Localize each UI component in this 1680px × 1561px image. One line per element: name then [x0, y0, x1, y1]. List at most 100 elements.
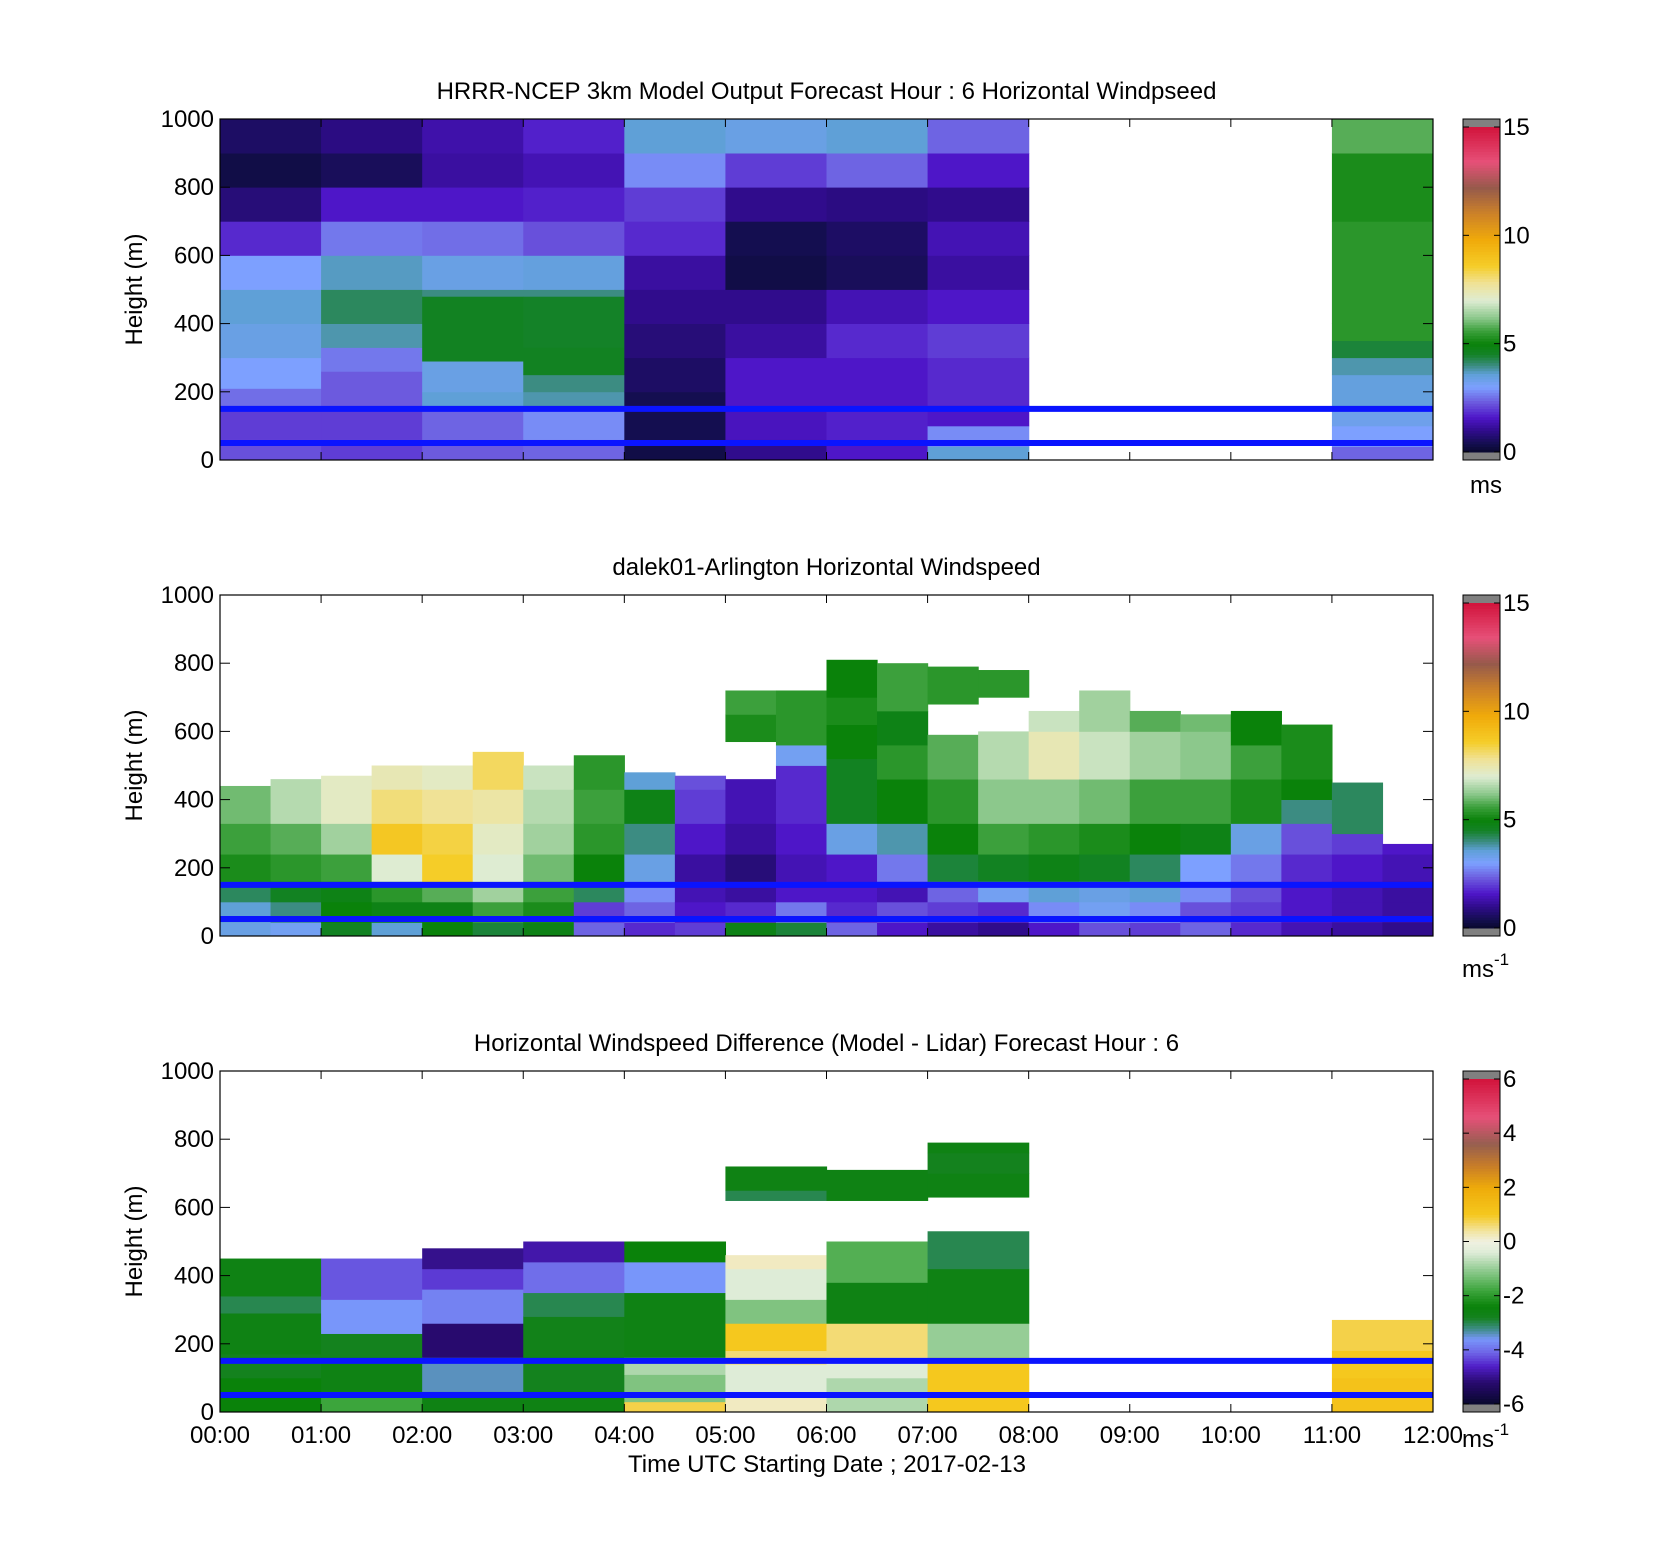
heatmap-cell: [523, 408, 625, 440]
colorbar-swatch: [1463, 378, 1500, 383]
heatmap-cell: [1331, 782, 1384, 835]
colorbar-swatch: [1463, 210, 1500, 215]
x-tick-label: 01:00: [291, 1422, 351, 1449]
colorbar-swatch: [1463, 257, 1500, 261]
colorbar-unit: ms: [1470, 472, 1502, 499]
heatmap-cell: [1180, 854, 1232, 882]
y-tick-label: 1000: [161, 106, 214, 133]
heatmap-cell: [826, 854, 878, 882]
colorbar-swatch: [1463, 1173, 1500, 1177]
colorbar-tick-label: 0: [1503, 439, 1516, 466]
colorbar-swatch: [1463, 773, 1500, 777]
colorbar-swatch: [1463, 1219, 1500, 1224]
heatmap-cell: [1129, 854, 1181, 882]
colorbar-swatch: [1463, 167, 1500, 171]
colorbar-swatch: [1463, 1081, 1500, 1085]
heatmap-cell: [220, 922, 272, 936]
y-tick-label: 800: [174, 650, 214, 677]
heatmap-cell: [725, 357, 828, 410]
heatmap-cell: [927, 1357, 1030, 1412]
colorbar-swatch: [1463, 844, 1500, 848]
colorbar-cap: [1463, 452, 1500, 460]
heatmap-cell: [826, 1323, 929, 1358]
heatmap-cell: [877, 745, 929, 780]
heatmap-cell: [220, 1296, 322, 1314]
colorbar-swatch: [1463, 635, 1500, 639]
heatmap-cell: [321, 775, 373, 824]
y-tick-label: 800: [174, 1126, 214, 1153]
heatmap-cell: [624, 187, 727, 222]
y-tick-label: 600: [174, 1194, 214, 1221]
heatmap-cell: [1382, 922, 1433, 936]
heatmap-cell: [1079, 690, 1131, 732]
heatmap-cell: [1028, 922, 1080, 936]
colorbar-swatch: [1463, 1303, 1500, 1307]
colorbar-tick-label: 5: [1503, 331, 1516, 358]
colorbar-frame: [1462, 594, 1501, 937]
colorbar-swatch: [1463, 216, 1500, 220]
heatmap-cell: [1331, 323, 1433, 342]
heatmap-cell: [422, 255, 524, 290]
colorbar-swatch: [1463, 1355, 1500, 1359]
colorbar-swatch: [1463, 733, 1500, 737]
heatmap-cell: [624, 221, 727, 256]
colorbar-swatch: [1463, 1079, 1500, 1083]
colorbar-swatch: [1463, 651, 1500, 655]
colorbar-swatch: [1463, 311, 1500, 315]
y-axis-label: Height (m): [121, 709, 148, 821]
colorbar-swatch: [1463, 624, 1500, 628]
colorbar-swatch: [1463, 194, 1500, 198]
colorbar-swatch: [1463, 1144, 1500, 1148]
colorbar-swatch: [1463, 695, 1500, 699]
y-tick-label: 200: [174, 379, 214, 406]
heatmap-cell: [725, 323, 828, 359]
colorbar-swatch: [1463, 422, 1500, 426]
colorbar-swatch: [1463, 213, 1500, 217]
colorbar-swatch: [1463, 408, 1500, 412]
heatmap-cell: [1331, 1319, 1433, 1352]
colorbar-unit-exponent: -1: [1494, 1420, 1509, 1439]
colorbar-swatch: [1463, 338, 1500, 342]
colorbar-swatch: [1463, 852, 1500, 856]
heatmap-cell: [775, 690, 828, 746]
colorbar-cap: [1463, 595, 1500, 603]
heatmap-cell: [573, 922, 625, 936]
colorbar-swatch: [1463, 724, 1500, 729]
colorbar-swatch: [1463, 294, 1500, 299]
panel-title: dalek01-Arlington Horizontal Windspeed: [612, 554, 1040, 581]
heatmap-cell: [927, 1152, 1030, 1174]
heatmap-cell: [725, 1166, 828, 1191]
colorbar-swatch: [1463, 221, 1500, 225]
heatmap-cell: [1331, 340, 1433, 359]
heatmap-cell: [1180, 922, 1232, 936]
heatmap-cell: [1230, 710, 1282, 746]
heatmap-cell: [624, 119, 727, 154]
colorbar-swatch: [1463, 1141, 1500, 1145]
colorbar-swatch: [1463, 814, 1500, 818]
colorbar-swatch: [1463, 354, 1500, 358]
y-tick-label: 600: [174, 242, 214, 269]
colorbar-swatch: [1463, 716, 1500, 720]
colorbar-swatch: [1463, 705, 1500, 710]
heatmap-cell: [927, 1268, 1030, 1324]
heatmap-cell: [422, 765, 474, 790]
colorbar-swatch: [1463, 1125, 1500, 1129]
heatmap-cell: [422, 296, 524, 362]
colorbar-swatch: [1463, 1387, 1500, 1391]
colorbar-swatch: [1463, 240, 1500, 244]
colorbar-swatch: [1463, 1252, 1500, 1256]
heatmap-cell: [422, 119, 524, 154]
colorbar-swatch: [1463, 1165, 1500, 1169]
heatmap-cell: [321, 854, 373, 882]
heatmap-cell: [371, 789, 423, 824]
heatmap: [220, 659, 1433, 936]
colorbar-swatch: [1463, 665, 1500, 669]
colorbar-swatch: [1463, 1149, 1500, 1153]
colorbar-swatch: [1463, 343, 1500, 347]
colorbar-swatch: [1463, 278, 1500, 282]
colorbar-swatch: [1463, 145, 1500, 150]
heatmap-cell: [624, 854, 676, 882]
colorbar-swatch: [1463, 1282, 1500, 1286]
heatmap-cell: [321, 323, 423, 348]
colorbar-swatch: [1463, 1171, 1500, 1175]
